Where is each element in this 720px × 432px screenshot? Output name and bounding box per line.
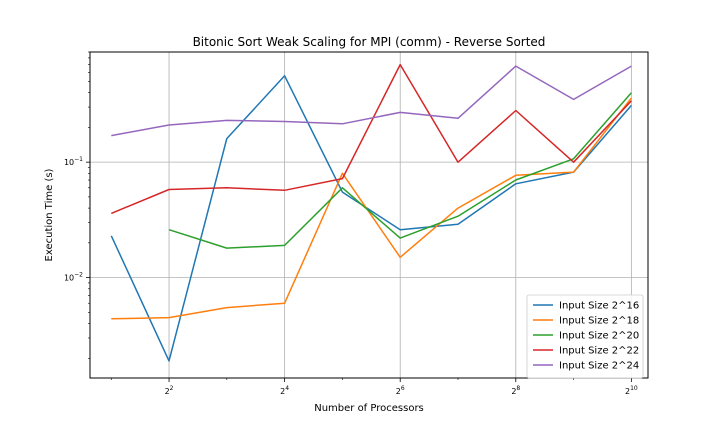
legend: Input Size 2^16 Input Size 2^18 Input Size… [526, 294, 644, 379]
x-axis-ticks: 22 24 26 28 210 [110, 378, 638, 396]
series-line-1 [110, 75, 632, 362]
plot-frame [89, 51, 649, 379]
x-axis-label: Number of Processors [314, 403, 424, 414]
x-tick-label: 26 [396, 385, 405, 396]
legend-label: Input Size 2^18 [559, 316, 639, 327]
y-tick-label: 10−1 [64, 156, 83, 167]
x-tick-label: 210 [625, 385, 638, 396]
x-tick-label: 28 [511, 385, 520, 396]
series-line-3 [168, 92, 632, 249]
x-tick-label: 24 [280, 385, 289, 396]
y-axis-ticks: 10−2 10−1 [64, 51, 90, 359]
legend-label: Input Size 2^24 [559, 361, 639, 372]
series-line-5 [111, 65, 632, 137]
series-line-4 [111, 63, 632, 215]
legend-label: Input Size 2^16 [559, 301, 639, 312]
y-tick-label: 10−2 [64, 272, 83, 283]
legend-label: Input Size 2^20 [559, 331, 639, 342]
series-layer [110, 63, 632, 362]
chart-title: Bitonic Sort Weak Scaling for MPI (comm)… [193, 35, 546, 49]
series-line-2 [111, 97, 632, 320]
x-tick-label: 22 [165, 385, 174, 396]
y-axis-label: Execution Time (s) [44, 168, 55, 261]
legend-box [526, 294, 644, 379]
legend-label: Input Size 2^22 [559, 346, 639, 357]
